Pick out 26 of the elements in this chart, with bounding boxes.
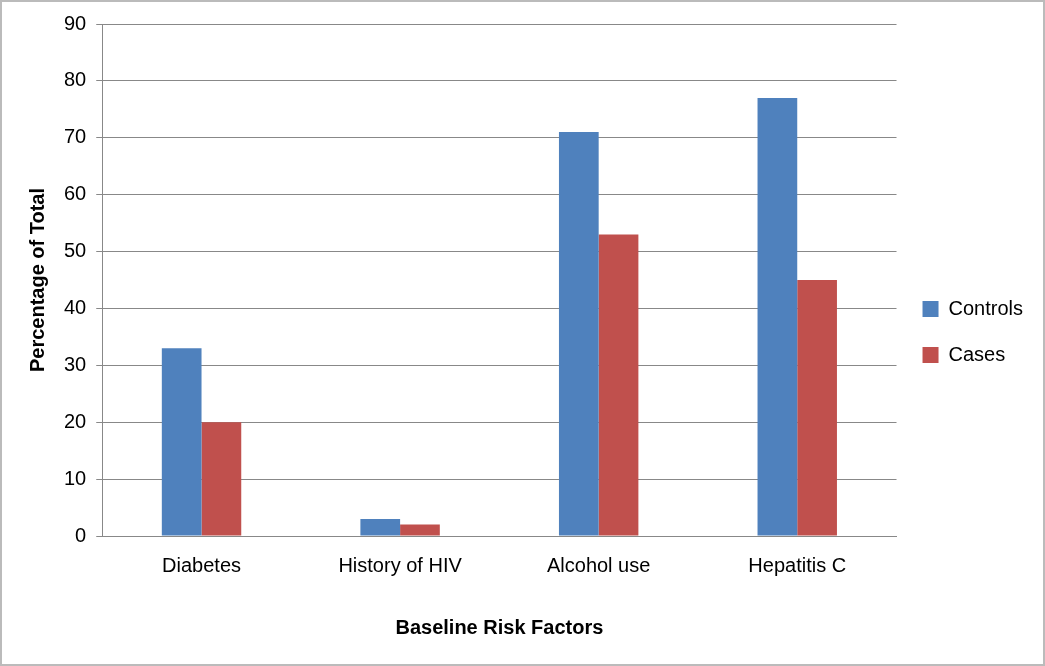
- bar: [360, 518, 401, 536]
- bar: [558, 132, 599, 536]
- legend-label: Cases: [948, 342, 1006, 365]
- y-tick-label: 80: [64, 68, 87, 91]
- y-axis-title: Percentage of Total: [25, 187, 48, 373]
- x-tick-label: Hepatitis C: [748, 553, 847, 576]
- bar: [201, 422, 242, 536]
- x-tick-label: Diabetes: [162, 553, 241, 576]
- y-tick-label: 50: [64, 239, 87, 262]
- y-tick-label: 10: [64, 466, 87, 489]
- x-tick-label: History of HIV: [338, 553, 463, 576]
- legend-label: Controls: [948, 296, 1024, 319]
- y-tick-label: 90: [64, 11, 87, 34]
- y-tick-label: 0: [75, 523, 87, 546]
- y-tick-label: 40: [64, 295, 87, 318]
- bar: [400, 524, 440, 536]
- y-tick-label: 70: [64, 125, 87, 148]
- bar: [757, 97, 798, 536]
- x-tick-label: Alcohol use: [546, 553, 651, 576]
- bar: [161, 348, 202, 536]
- y-tick-label: 60: [64, 182, 87, 205]
- x-axis-title: Baseline Risk Factors: [395, 615, 604, 638]
- bar: [598, 234, 639, 536]
- y-tick-label: 20: [64, 409, 87, 432]
- y-tick-label: 30: [64, 352, 87, 375]
- bar: [797, 280, 837, 536]
